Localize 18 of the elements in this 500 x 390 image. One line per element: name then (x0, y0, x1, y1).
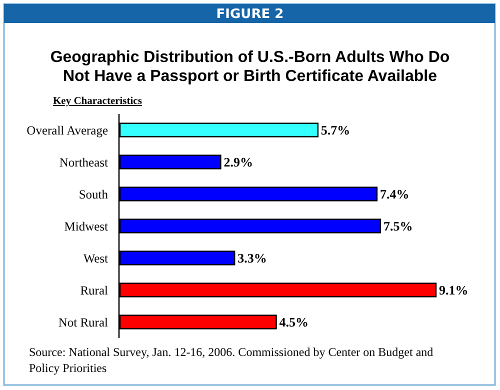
caption: FIGURE 2 (216, 7, 284, 22)
y-tick-label: Not Rural (58, 315, 109, 330)
y-tick-label: Northeast (59, 155, 109, 170)
data-label: 9.1% (439, 282, 468, 298)
data-label: 3.3% (238, 250, 267, 266)
y-tick-label: Midwest (64, 219, 109, 234)
source-note: Source: National Survey, Jan. 12-16, 2006. Commissioned by Center on Budget and Policy Priorities (29, 345, 434, 375)
data-label: 2.9% (224, 154, 253, 170)
y-tick-label: South (78, 187, 109, 202)
y-tick-label: Rural (80, 283, 109, 298)
chart-title: Geographic Distribution of U.S.-Born Adults Who Do Not Have a Passport or Birth Certificate Available (50, 49, 450, 85)
data-label: 5.7% (320, 122, 350, 138)
y-axis-title: Key Characteristics (53, 96, 142, 107)
y-tick-label: Overall Average (26, 123, 108, 138)
y-tick-label: West (83, 251, 109, 266)
data-label: 7.4% (380, 186, 410, 202)
data-label: 7.5% (383, 218, 413, 234)
data-label: 4.5% (279, 314, 309, 330)
